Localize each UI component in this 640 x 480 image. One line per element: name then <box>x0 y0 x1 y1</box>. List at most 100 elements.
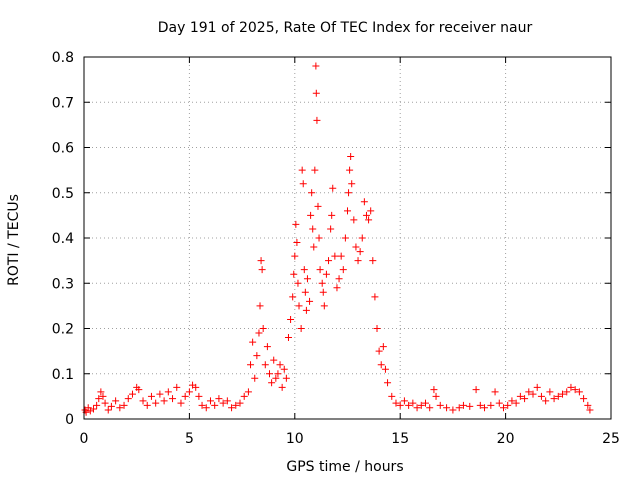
data-point <box>298 166 306 174</box>
data-point <box>400 397 408 405</box>
x-tick-label: 15 <box>391 431 409 447</box>
data-point <box>315 234 323 242</box>
y-tick-label: 0.6 <box>52 141 74 157</box>
data-point <box>345 189 353 197</box>
data-point <box>202 404 210 412</box>
data-point <box>251 374 259 382</box>
data-point <box>371 293 379 301</box>
x-tick-label: 0 <box>80 431 89 447</box>
data-point <box>104 406 112 414</box>
data-point <box>135 386 143 394</box>
data-point <box>268 379 276 387</box>
data-point <box>504 401 512 409</box>
y-tick-label: 0.3 <box>52 276 74 292</box>
data-point <box>266 370 274 378</box>
data-point <box>472 386 480 394</box>
x-tick-labels: 0 5 10 15 20 25 <box>80 431 620 447</box>
data-point <box>128 390 136 398</box>
data-point <box>302 306 310 314</box>
data-point <box>287 315 295 323</box>
data-point <box>99 392 107 400</box>
data-point <box>546 388 554 396</box>
data-point <box>297 325 305 332</box>
data-point <box>86 407 94 415</box>
data-point <box>256 302 264 310</box>
data-point <box>580 395 588 403</box>
data-point <box>512 399 520 407</box>
y-tick-labels: 0 0.1 0.2 0.3 0.4 0.5 0.6 0.7 0.8 <box>52 50 74 428</box>
data-point <box>537 392 545 400</box>
data-point <box>306 297 314 305</box>
x-axis-title: GPS time / hours <box>286 459 403 475</box>
data-point <box>198 401 206 409</box>
data-point <box>177 399 185 407</box>
y-tick-label: 0.5 <box>52 186 74 202</box>
axis-ticks <box>83 56 612 420</box>
data-point <box>405 401 413 409</box>
data-point <box>369 257 377 265</box>
data-point <box>247 361 255 369</box>
data-point <box>554 392 562 400</box>
data-point <box>584 401 592 409</box>
data-point <box>147 392 155 400</box>
data-point <box>259 325 267 332</box>
data-point <box>516 392 524 400</box>
data-point <box>211 401 219 409</box>
data-point <box>261 361 269 369</box>
data-point <box>318 279 326 287</box>
data-point <box>335 275 343 283</box>
data-point <box>322 270 330 278</box>
data-point <box>290 270 298 278</box>
x-tick-label: 10 <box>286 431 304 447</box>
data-point <box>228 404 236 412</box>
data-point <box>487 401 495 409</box>
data-point <box>232 401 240 409</box>
data-point <box>107 402 115 410</box>
data-point <box>381 365 389 373</box>
data-point <box>559 390 567 398</box>
data-point <box>310 243 318 251</box>
data-point <box>563 388 571 396</box>
data-point <box>312 89 320 97</box>
data-point <box>307 211 315 219</box>
data-point <box>195 392 203 400</box>
data-point <box>521 395 529 403</box>
data-point <box>223 397 231 405</box>
data-point <box>455 404 463 412</box>
data-point <box>311 166 319 174</box>
data-point <box>542 397 550 405</box>
data-point <box>314 202 322 210</box>
data-point <box>426 404 434 412</box>
data-point <box>89 405 97 413</box>
data-point <box>112 397 120 405</box>
data-point <box>430 386 438 394</box>
data-point <box>333 284 341 292</box>
data-point <box>303 275 311 283</box>
y-tick-label: 0.7 <box>52 95 74 111</box>
data-point <box>586 406 594 414</box>
data-point <box>533 383 541 391</box>
data-point <box>244 388 252 396</box>
y-tick-label: 0 <box>65 412 74 428</box>
data-point <box>350 216 358 224</box>
data-point <box>116 404 124 412</box>
data-point <box>289 293 297 301</box>
x-tick-label: 20 <box>497 431 515 447</box>
data-point <box>295 302 303 310</box>
data-point <box>120 401 128 409</box>
data-point <box>156 390 164 398</box>
data-point <box>396 401 404 409</box>
data-point <box>432 392 440 400</box>
data-point <box>169 395 177 403</box>
data-point <box>206 397 214 405</box>
data-point <box>294 279 302 287</box>
x-tick-label: 25 <box>602 431 620 447</box>
data-point <box>436 401 444 409</box>
data-point <box>525 388 533 396</box>
data-point <box>375 347 383 355</box>
data-point <box>215 395 223 403</box>
data-point <box>257 257 265 265</box>
data-point <box>575 388 583 396</box>
data-point <box>449 406 457 414</box>
data-point <box>219 399 227 407</box>
